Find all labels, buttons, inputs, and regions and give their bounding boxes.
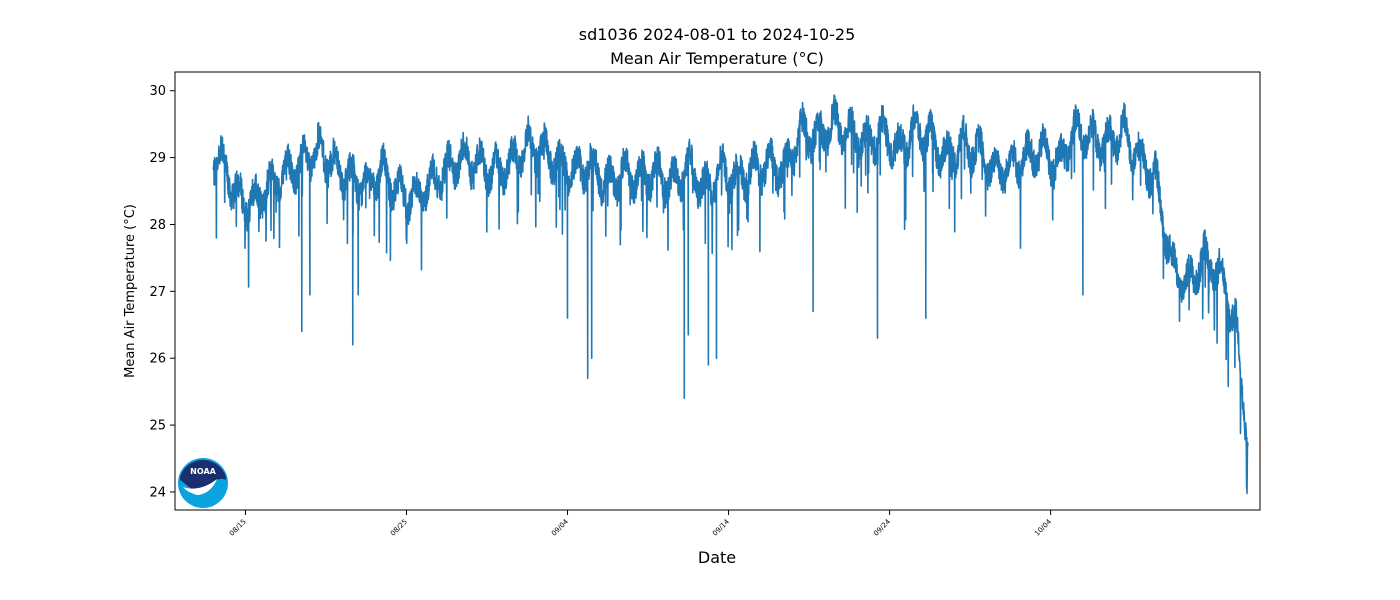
noaa-logo-wing [183,479,217,495]
y-axis: 24 25 26 27 28 29 30 [149,84,175,500]
chart-title: sd1036 2024-08-01 to 2024-10-25 [579,25,856,44]
noaa-logo-bird [180,459,226,493]
y-tick-label: 28 [149,218,166,233]
y-tick-label: 30 [149,84,166,99]
y-tick-label: 26 [149,352,166,367]
x-axis-label: Date [698,548,736,567]
y-tick-label: 29 [149,151,166,166]
x-tick-label: 09/24 [872,517,892,537]
chart-subtitle: Mean Air Temperature (°C) [610,49,824,68]
y-axis-label: Mean Air Temperature (°C) [123,204,138,378]
plot-frame [174,71,1261,511]
x-tick-label: 10/04 [1033,517,1053,537]
plot-area [212,94,1249,495]
x-tick-label: 09/14 [711,517,731,537]
x-tick-label: 09/04 [550,517,570,537]
x-tick-label: 08/15 [228,518,248,538]
y-tick-label: 27 [149,285,166,300]
noaa-logo: NOAA [178,458,228,508]
svg-text:NOAA: NOAA [190,467,216,476]
x-tick-label: 08/25 [389,518,409,538]
x-axis: 08/15 08/25 09/04 09/14 09/24 10/04 [228,510,1053,538]
y-tick-label: 25 [149,419,166,434]
y-tick-label: 24 [149,485,166,500]
series-line [212,94,1249,495]
